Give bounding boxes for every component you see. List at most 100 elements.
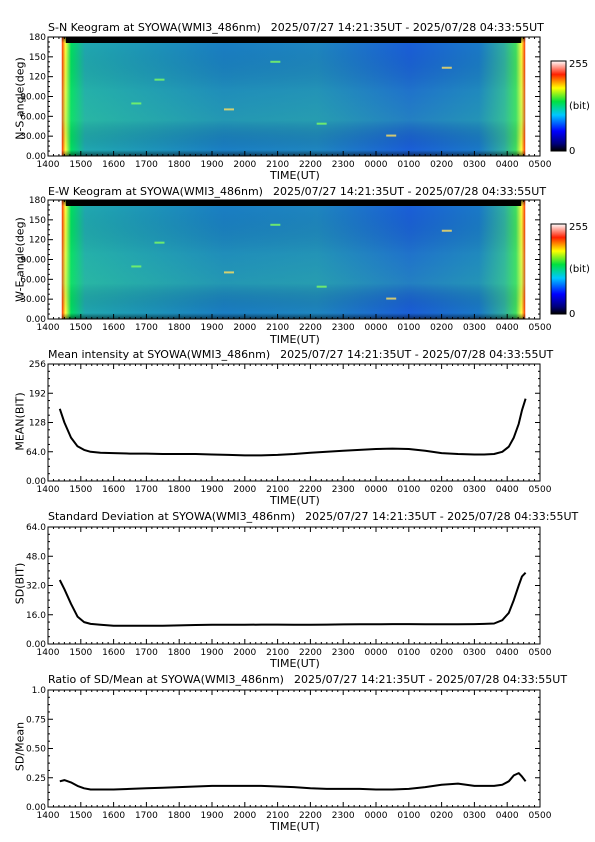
keogram-streak — [223, 271, 234, 274]
x-tick-label: 2000 — [233, 811, 256, 821]
x-tick-label: 1600 — [102, 160, 125, 170]
series-line — [59, 772, 527, 791]
y-tick-label: 0.50 — [26, 745, 46, 755]
y-tick-label: 60.00 — [20, 112, 46, 122]
y-tick-label: 64.0 — [26, 448, 46, 458]
panel2-xlabel: TIME(UT) — [270, 333, 320, 346]
colorbar-unit-label: (bit) — [569, 101, 590, 112]
colorbar — [550, 223, 567, 315]
y-tick-label: 64.0 — [26, 523, 46, 533]
keogram-shading — [61, 200, 526, 319]
panel3-xlabel: TIME(UT) — [270, 494, 320, 507]
x-tick-label: 0000 — [365, 485, 388, 495]
keogram-streak — [154, 241, 165, 244]
x-tick-label: 2200 — [299, 648, 322, 658]
x-tick-label: 0200 — [430, 811, 453, 821]
x-tick-label: 1800 — [168, 485, 191, 495]
x-tick-label: 2000 — [233, 648, 256, 658]
x-tick-label: 0500 — [529, 485, 552, 495]
x-tick-label: 0100 — [397, 323, 420, 333]
y-tick-label: 150 — [29, 216, 46, 226]
keogram-shading — [61, 37, 526, 156]
panel3-title-text: Mean intensity at SYOWA(WMI3_486nm) — [48, 348, 271, 361]
colorbar-min-label: 0 — [569, 309, 575, 320]
x-tick-label: 1400 — [37, 811, 60, 821]
y-tick-label: 192 — [29, 389, 46, 399]
colorbar — [550, 60, 567, 152]
y-tick-label: 90.00 — [20, 93, 46, 103]
y-tick-label: 256 — [29, 360, 46, 370]
x-tick-label: 0100 — [397, 485, 420, 495]
x-tick-label: 1500 — [69, 811, 92, 821]
y-tick-label: 120 — [29, 236, 46, 246]
panel1-title: S-N Keogram at SYOWA(WMI3_486nm) 2025/07/… — [48, 21, 544, 34]
keogram-streak — [386, 134, 397, 137]
panel3-time-range: 2025/07/27 14:21:35UT - 2025/07/28 04:33… — [280, 348, 554, 361]
x-tick-label: 0300 — [463, 485, 486, 495]
x-tick-label: 2200 — [299, 811, 322, 821]
x-tick-label: 2300 — [332, 811, 355, 821]
x-tick-label: 2300 — [332, 160, 355, 170]
x-tick-label: 1900 — [201, 323, 224, 333]
x-tick-label: 0000 — [365, 323, 388, 333]
x-tick-label: 2200 — [299, 323, 322, 333]
panel1-xlabel: TIME(UT) — [270, 169, 320, 182]
x-tick-label: 2300 — [332, 648, 355, 658]
x-tick-label: 1800 — [168, 323, 191, 333]
panel5-title-text: Ratio of SD/Mean at SYOWA(WMI3_486nm) — [48, 673, 284, 686]
x-tick-label: 0300 — [463, 160, 486, 170]
x-tick-label: 0100 — [397, 811, 420, 821]
y-tick-label: 180 — [29, 33, 46, 43]
panel5-time-range: 2025/07/27 14:21:35UT - 2025/07/28 04:33… — [293, 673, 568, 686]
keogram-top-band — [65, 200, 522, 206]
x-tick-label: 2200 — [299, 160, 322, 170]
panel4-time-range: 2025/07/27 14:21:35UT - 2025/07/28 04:33… — [305, 510, 579, 523]
panel1-title-text: S-N Keogram at SYOWA(WMI3_486nm) — [48, 21, 261, 34]
x-tick-label: 2100 — [266, 648, 289, 658]
colorbar-max-label: 255 — [569, 222, 588, 233]
x-tick-label: 2300 — [332, 485, 355, 495]
y-tick-label: 150 — [29, 53, 46, 63]
y-tick-label: 0.00 — [26, 315, 46, 325]
y-tick-label: 30.00 — [20, 132, 46, 142]
x-tick-label: 1600 — [102, 811, 125, 821]
x-tick-label: 0200 — [430, 160, 453, 170]
x-tick-label: 1600 — [102, 323, 125, 333]
keogram-streak — [441, 229, 452, 232]
y-tick-label: 128 — [29, 419, 46, 429]
x-tick-label: 1600 — [102, 485, 125, 495]
y-tick-label: 0.00 — [26, 152, 46, 162]
x-tick-label: 0100 — [397, 648, 420, 658]
panel4-title: Standard Deviation at SYOWA(WMI3_486nm) 2… — [48, 510, 578, 523]
x-tick-label: 1500 — [69, 648, 92, 658]
y-tick-label: 16.0 — [26, 611, 46, 621]
y-tick-label: 180 — [29, 196, 46, 206]
x-tick-label: 1400 — [37, 323, 60, 333]
x-tick-label: 2100 — [266, 485, 289, 495]
x-tick-label: 1400 — [37, 648, 60, 658]
x-tick-label: 0500 — [529, 160, 552, 170]
x-tick-label: 1400 — [37, 485, 60, 495]
x-tick-label: 2000 — [233, 323, 256, 333]
x-tick-label: 2000 — [233, 485, 256, 495]
colorbar-min-label: 0 — [569, 146, 575, 157]
x-tick-label: 1400 — [37, 160, 60, 170]
y-tick-label: 0.25 — [26, 774, 46, 784]
keogram-top-band — [65, 37, 522, 43]
keogram-streak — [154, 78, 165, 81]
x-tick-label: 1700 — [135, 811, 158, 821]
x-tick-label: 0500 — [529, 648, 552, 658]
x-tick-label: 0300 — [463, 323, 486, 333]
x-tick-label: 0300 — [463, 648, 486, 658]
x-tick-label: 2100 — [266, 160, 289, 170]
y-tick-label: 0.75 — [26, 715, 46, 725]
x-tick-label: 0100 — [397, 160, 420, 170]
x-tick-label: 1800 — [168, 648, 191, 658]
x-tick-label: 1700 — [135, 323, 158, 333]
x-tick-label: 0000 — [365, 648, 388, 658]
x-tick-label: 0000 — [365, 160, 388, 170]
y-tick-label: 1.0 — [32, 686, 47, 696]
series-line — [58, 572, 527, 627]
